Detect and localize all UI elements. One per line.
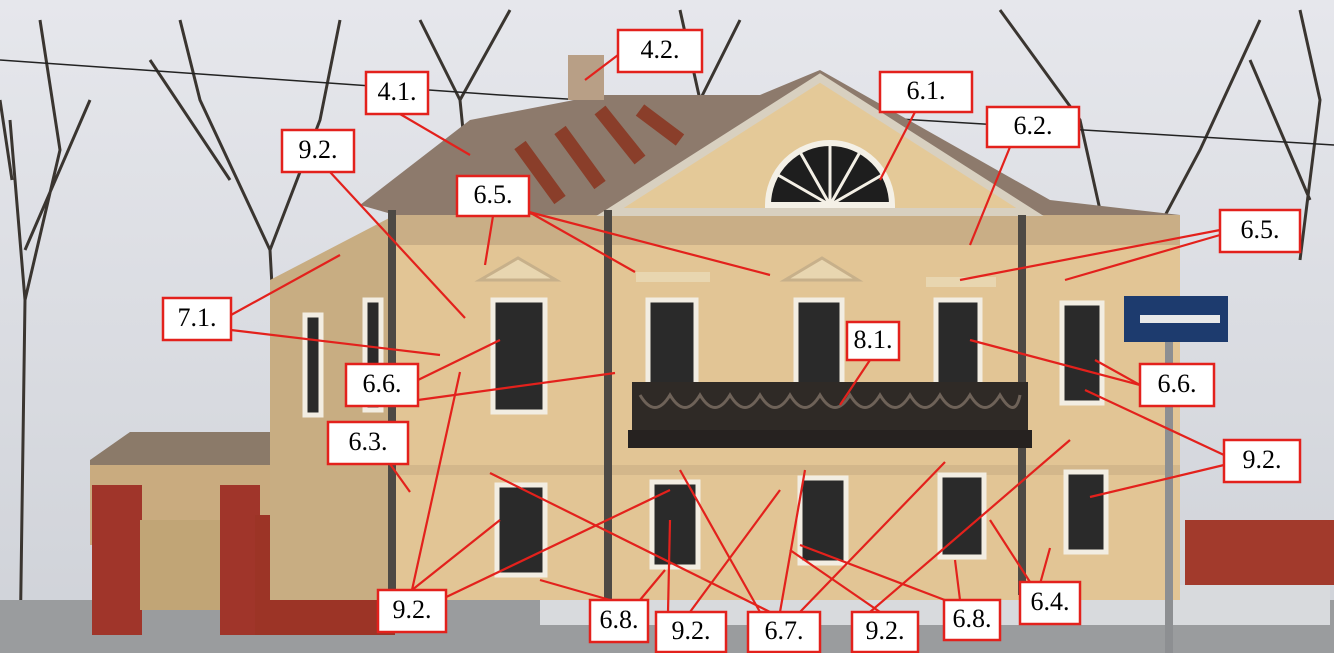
label-text: 6.3. [349,427,388,456]
label-text: 6.6. [1158,369,1197,398]
label-text: 4.2. [641,35,680,64]
label-text: 6.6. [363,369,402,398]
label-text: 6.8. [600,605,639,634]
label-text: 7.1. [178,303,217,332]
label-text: 4.1. [378,77,417,106]
label-text: 8.1. [854,325,893,354]
label-text: 9.2. [672,616,711,645]
label-text: 9.2. [299,135,338,164]
label-text: 6.4. [1031,587,1070,616]
label-text: 6.8. [953,604,992,633]
label-text: 6.1. [907,76,946,105]
label-text: 9.2. [866,616,905,645]
label-text: 6.2. [1014,111,1053,140]
label-text: 9.2. [1243,445,1282,474]
label-text: 9.2. [393,595,432,624]
label-text: 6.5. [474,180,513,209]
label-text: 6.7. [765,616,804,645]
label-text: 6.5. [1241,215,1280,244]
annotated-photo: 4.2. 4.1. 6.1. 9.2. 6.2. 6.5. 6.5. 7.1. 8.1. 6.6.… [0,0,1334,653]
